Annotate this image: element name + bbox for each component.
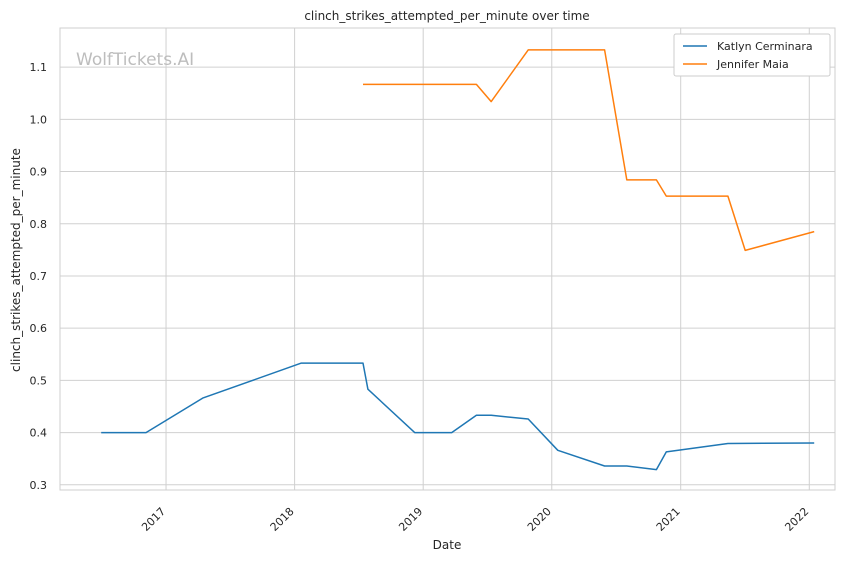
legend-label-jennifer-maia: Jennifer Maia [716, 58, 789, 71]
y-tick-label: 0.7 [30, 270, 48, 283]
watermark-text: WolfTickets.AI [76, 50, 194, 70]
series-line-katlyn-cerminara [101, 362, 815, 471]
series-lines [101, 49, 815, 471]
x-tick-label: 2018 [268, 505, 297, 534]
x-tick-label: 2022 [782, 505, 811, 534]
x-axis-label: Date [433, 538, 462, 552]
y-tick-label: 0.4 [30, 427, 48, 440]
y-tick-label: 1.0 [30, 113, 48, 126]
x-tick-label: 2021 [654, 505, 683, 534]
y-tick-label: 0.6 [30, 322, 48, 335]
x-tick-label: 2017 [139, 505, 168, 534]
y-tick-label: 0.3 [30, 479, 48, 492]
y-axis-ticks: 0.3 0.4 0.5 0.6 0.7 0.8 0.9 1.0 1.1 [30, 61, 48, 492]
series-line-jennifer-maia [363, 49, 815, 252]
x-tick-label: 2020 [525, 505, 554, 534]
y-tick-label: 0.9 [30, 166, 48, 179]
legend-box [673, 33, 831, 77]
grid [60, 28, 835, 490]
y-axis-label: clinch_strikes_attempted_per_minute [9, 148, 23, 372]
y-tick-label: 0.5 [30, 374, 48, 387]
legend: Katlyn Cerminara Jennifer Maia [673, 33, 831, 77]
x-axis-ticks: 2017 2018 2019 2020 2021 2022 [139, 505, 811, 534]
y-tick-label: 0.8 [30, 218, 48, 231]
plot-frame [59, 27, 836, 491]
chart-title: clinch_strikes_attempted_per_minute over… [304, 9, 589, 23]
y-tick-label: 1.1 [30, 61, 48, 74]
legend-label-katlyn-cerminara: Katlyn Cerminara [717, 40, 813, 53]
x-tick-label: 2019 [396, 505, 425, 534]
